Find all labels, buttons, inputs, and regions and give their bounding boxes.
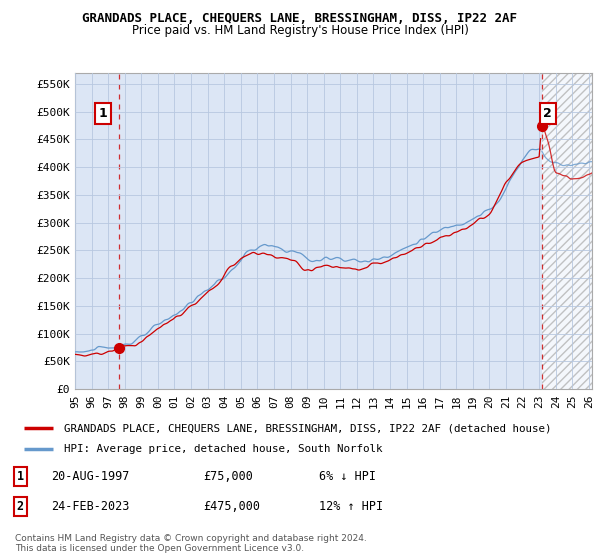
Text: £475,000: £475,000	[203, 500, 260, 513]
Text: 12% ↑ HPI: 12% ↑ HPI	[319, 500, 383, 513]
Text: 20-AUG-1997: 20-AUG-1997	[52, 470, 130, 483]
Text: GRANDADS PLACE, CHEQUERS LANE, BRESSINGHAM, DISS, IP22 2AF: GRANDADS PLACE, CHEQUERS LANE, BRESSINGH…	[83, 12, 517, 25]
Text: 6% ↓ HPI: 6% ↓ HPI	[319, 470, 376, 483]
Text: Contains HM Land Registry data © Crown copyright and database right 2024.
This d: Contains HM Land Registry data © Crown c…	[15, 534, 367, 553]
Text: Price paid vs. HM Land Registry's House Price Index (HPI): Price paid vs. HM Land Registry's House …	[131, 24, 469, 36]
Text: £75,000: £75,000	[203, 470, 253, 483]
Text: HPI: Average price, detached house, South Norfolk: HPI: Average price, detached house, Sout…	[64, 445, 383, 455]
Text: 2: 2	[543, 107, 552, 120]
Text: 2: 2	[17, 500, 24, 513]
Text: GRANDADS PLACE, CHEQUERS LANE, BRESSINGHAM, DISS, IP22 2AF (detached house): GRANDADS PLACE, CHEQUERS LANE, BRESSINGH…	[64, 423, 551, 433]
Text: 1: 1	[99, 107, 107, 120]
Text: 24-FEB-2023: 24-FEB-2023	[52, 500, 130, 513]
Text: 1: 1	[17, 470, 24, 483]
Bar	[542, 73, 592, 389]
Bar	[542, 73, 592, 389]
